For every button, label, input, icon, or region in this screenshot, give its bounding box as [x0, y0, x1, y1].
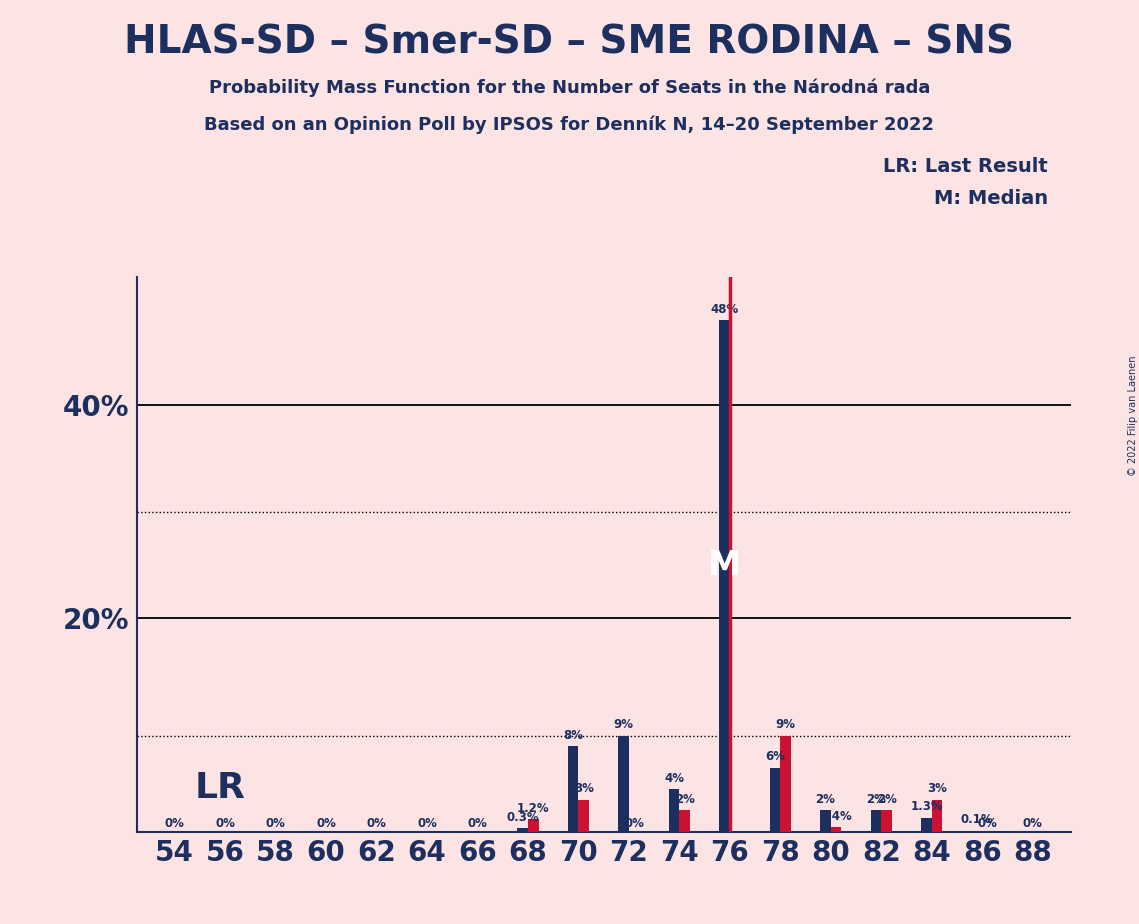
- Bar: [528, 819, 539, 832]
- Text: © 2022 Filip van Laenen: © 2022 Filip van Laenen: [1129, 356, 1138, 476]
- Text: 0%: 0%: [624, 817, 645, 830]
- Bar: [830, 827, 842, 832]
- Text: 2%: 2%: [816, 793, 836, 806]
- Text: 3%: 3%: [574, 783, 593, 796]
- Text: M: M: [708, 549, 741, 581]
- Text: 9%: 9%: [614, 718, 633, 732]
- Text: 48%: 48%: [711, 302, 739, 316]
- Bar: [579, 799, 589, 832]
- Text: 0%: 0%: [265, 817, 286, 830]
- Text: 8%: 8%: [563, 729, 583, 742]
- Text: 0%: 0%: [215, 817, 235, 830]
- Text: 2%: 2%: [866, 793, 886, 806]
- Bar: [820, 810, 830, 832]
- Text: 0.3%: 0.3%: [507, 811, 539, 824]
- Bar: [517, 829, 528, 832]
- Bar: [972, 831, 982, 832]
- Text: LR: LR: [195, 771, 246, 805]
- Text: 9%: 9%: [776, 718, 796, 732]
- Bar: [921, 818, 932, 832]
- Text: 3%: 3%: [927, 783, 947, 796]
- Text: 2%: 2%: [674, 793, 695, 806]
- Text: 0%: 0%: [467, 817, 487, 830]
- Text: HLAS-SD – Smer-SD – SME RODINA – SNS: HLAS-SD – Smer-SD – SME RODINA – SNS: [124, 23, 1015, 61]
- Bar: [780, 736, 790, 832]
- Bar: [669, 789, 679, 832]
- Text: LR: Last Result: LR: Last Result: [883, 157, 1048, 176]
- Text: M: Median: M: Median: [934, 189, 1048, 209]
- Text: 6%: 6%: [765, 750, 785, 763]
- Bar: [882, 810, 892, 832]
- Text: 0%: 0%: [977, 817, 998, 830]
- Bar: [932, 799, 942, 832]
- Text: 0%: 0%: [417, 817, 437, 830]
- Bar: [679, 810, 690, 832]
- Bar: [720, 320, 730, 832]
- Text: 0.4%: 0.4%: [820, 810, 852, 823]
- Text: 0%: 0%: [367, 817, 386, 830]
- Bar: [568, 747, 579, 832]
- Text: Based on an Opinion Poll by IPSOS for Denník N, 14–20 September 2022: Based on an Opinion Poll by IPSOS for De…: [205, 116, 934, 134]
- Text: 1.2%: 1.2%: [517, 801, 549, 815]
- Text: 0%: 0%: [1023, 817, 1042, 830]
- Text: 4%: 4%: [664, 772, 685, 784]
- Text: 0%: 0%: [165, 817, 185, 830]
- Text: 2%: 2%: [877, 793, 896, 806]
- Bar: [870, 810, 882, 832]
- Text: 0%: 0%: [316, 817, 336, 830]
- Bar: [770, 768, 780, 832]
- Text: Probability Mass Function for the Number of Seats in the Národná rada: Probability Mass Function for the Number…: [208, 79, 931, 97]
- Text: 1.3%: 1.3%: [910, 800, 943, 813]
- Text: 0.1%: 0.1%: [960, 813, 993, 826]
- Bar: [618, 736, 629, 832]
